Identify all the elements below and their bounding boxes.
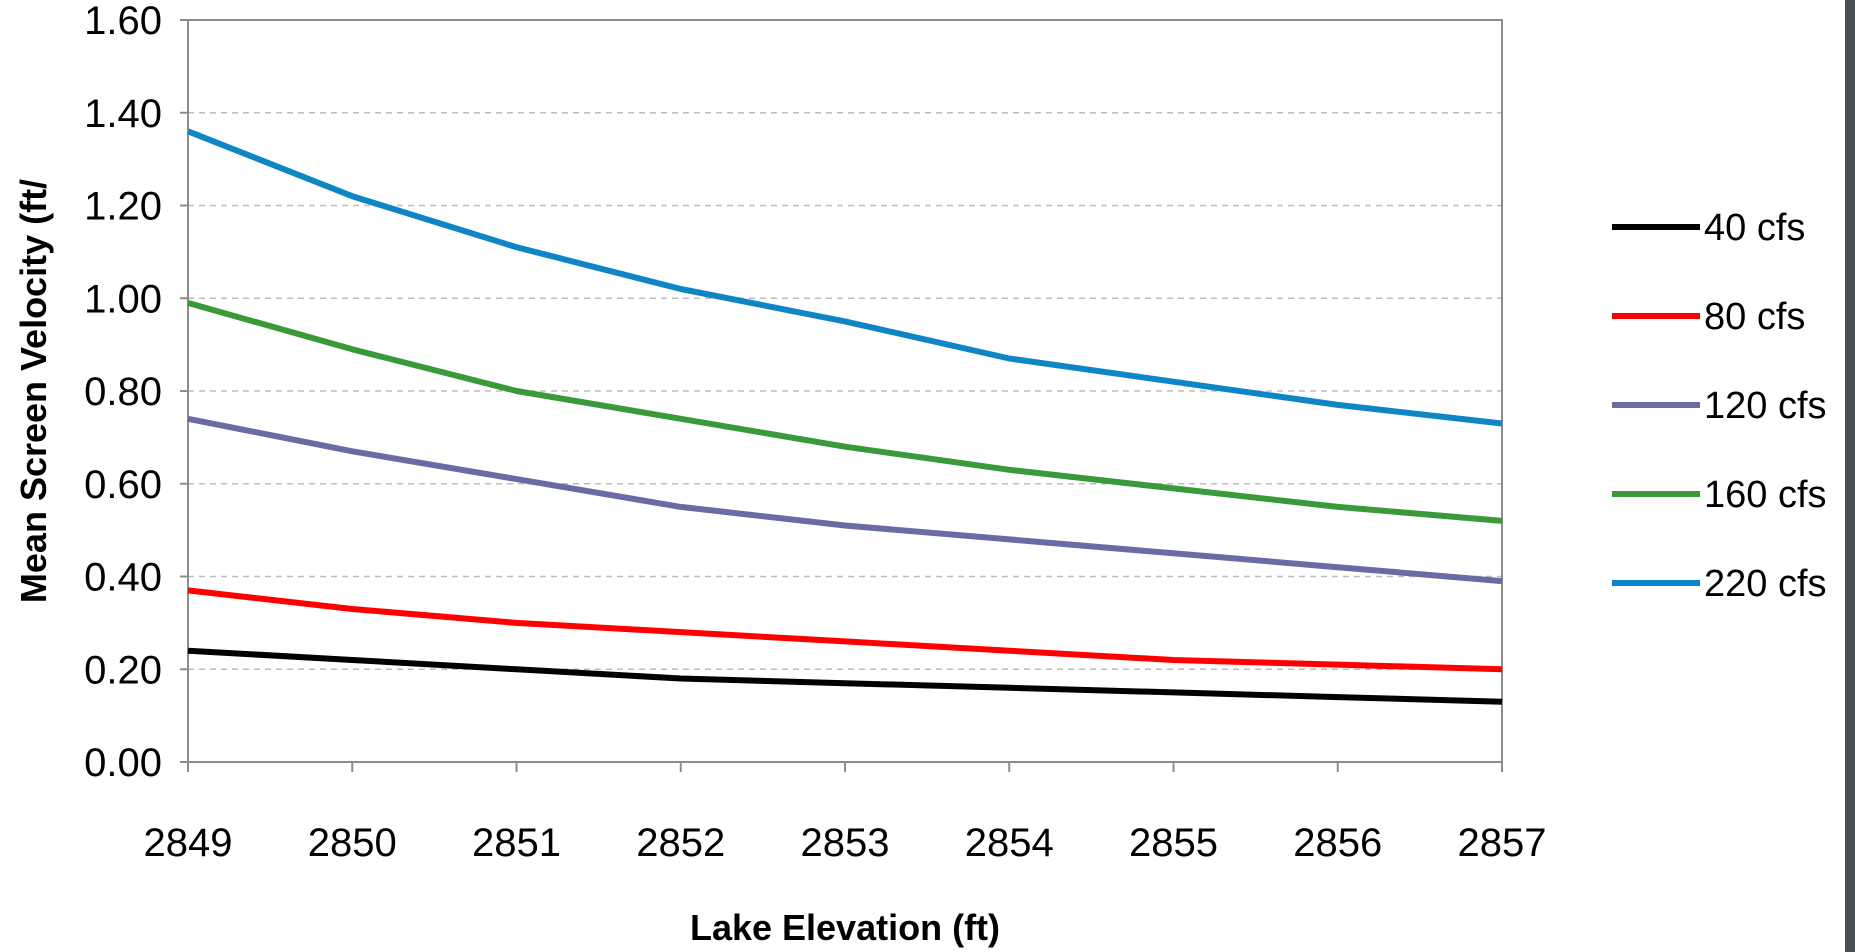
x-tick-label: 2853	[801, 821, 890, 865]
y-tick-label: 0.00	[84, 741, 162, 785]
legend-label: 220 cfs	[1704, 563, 1827, 605]
x-tick-label: 2854	[965, 821, 1054, 865]
series-lines	[186, 128, 1503, 705]
y-tick-label: 0.20	[84, 648, 162, 692]
legend-label: 80 cfs	[1704, 296, 1805, 338]
y-tick-label: 1.20	[84, 185, 162, 229]
legend-label: 160 cfs	[1704, 474, 1827, 516]
gridlines	[188, 112, 1502, 670]
y-tick-label: 0.80	[84, 370, 162, 414]
x-tick-label: 2851	[472, 821, 561, 865]
y-tick-label: 1.00	[84, 277, 162, 321]
x-tick-label: 2856	[1293, 821, 1382, 865]
legend-label: 120 cfs	[1704, 385, 1827, 427]
series-line-160-cfs	[187, 300, 1503, 524]
x-tick-label: 2855	[1129, 821, 1218, 865]
window-edge-bar	[1845, 0, 1855, 952]
legend: 40 cfs 80 cfs 120 cfs 160 cfs 220 cfs	[1612, 207, 1827, 605]
x-axis-title: Lake Elevation (ft)	[690, 907, 1000, 948]
x-tick-label: 2850	[308, 821, 397, 865]
series-line-120-cfs	[187, 415, 1503, 585]
y-tick-label: 0.60	[84, 463, 162, 507]
series-line-80-cfs	[187, 587, 1503, 673]
x-tick-label: 2849	[144, 821, 233, 865]
x-tick-label: 2857	[1458, 821, 1547, 865]
series-line-40-cfs	[187, 647, 1503, 705]
y-tick-label: 0.40	[84, 556, 162, 600]
legend-label: 40 cfs	[1704, 207, 1805, 249]
series-line-220-cfs	[186, 128, 1503, 427]
y-axis-title: Mean Screen Velocity (ft/	[13, 179, 54, 603]
x-axis: 2849 2850 2851 2852 2853 2854 2855 2856 2857	[144, 762, 1547, 865]
x-tick-label: 2852	[636, 821, 725, 865]
y-tick-label: 1.40	[84, 92, 162, 136]
y-tick-label: 1.60	[84, 0, 162, 43]
y-axis: 0.00 0.20 0.40 0.60 0.80 1.00 1.20 1.40 1.60	[84, 0, 188, 785]
